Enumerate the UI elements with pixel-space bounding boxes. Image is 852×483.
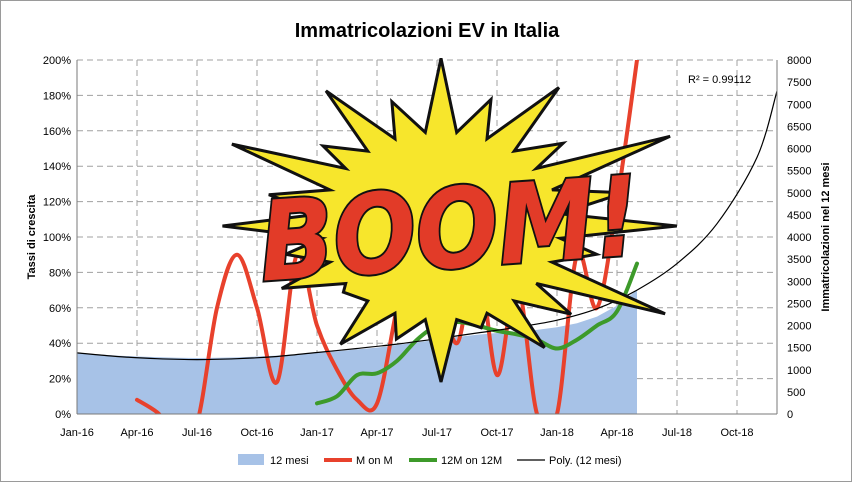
y-left-tick-label: 20% bbox=[49, 374, 71, 386]
y-right-tick-label: 7500 bbox=[787, 77, 811, 89]
legend: 12 mesi M on M 12M on 12M Poly. (12 mesi) bbox=[238, 454, 622, 467]
y-left-tick-label: 60% bbox=[49, 303, 71, 315]
y-right-tick-label: 5000 bbox=[787, 188, 811, 200]
y-left-tick-label: 160% bbox=[43, 126, 71, 138]
y-right-tick-label: 8000 bbox=[787, 55, 811, 67]
legend-label: 12 mesi bbox=[270, 455, 309, 467]
x-tick-label: Jan-18 bbox=[540, 427, 574, 439]
y-left-tick-label: 120% bbox=[43, 197, 71, 209]
y-right-tick-label: 5500 bbox=[787, 166, 811, 178]
boom-text: BOOM! bbox=[255, 152, 643, 306]
y-right-tick-label: 2000 bbox=[787, 321, 811, 333]
x-tick-label: Jul-16 bbox=[182, 427, 212, 439]
y-right-tick-label: 6500 bbox=[787, 121, 811, 133]
y-right-tick-label: 7000 bbox=[787, 99, 811, 111]
y-right-tick-label: 3500 bbox=[787, 254, 811, 266]
y-left-tick-label: 140% bbox=[43, 161, 71, 173]
x-tick-label: Apr-16 bbox=[120, 427, 153, 439]
y-left-tick-label: 200% bbox=[43, 55, 71, 67]
y-left-tick-label: 80% bbox=[49, 267, 71, 279]
legend-label: Poly. (12 mesi) bbox=[549, 455, 622, 467]
x-tick-label: Jan-16 bbox=[60, 427, 94, 439]
y-right-tick-label: 1500 bbox=[787, 343, 811, 355]
y-right-tick-label: 2500 bbox=[787, 298, 811, 310]
x-tick-label: Jul-17 bbox=[422, 427, 452, 439]
x-tick-label: Oct-17 bbox=[480, 427, 513, 439]
right-axis-label: Immatricolazioni nel 12 mesi bbox=[820, 162, 832, 311]
y-right-tick-label: 3000 bbox=[787, 276, 811, 288]
legend-swatch bbox=[238, 454, 264, 465]
y-right-tick-label: 1000 bbox=[787, 365, 811, 377]
x-tick-label: Oct-16 bbox=[240, 427, 273, 439]
y-left-tick-label: 40% bbox=[49, 338, 71, 350]
r-squared-annotation: R² = 0.99112 bbox=[688, 74, 751, 86]
y-right-tick-label: 6000 bbox=[787, 144, 811, 156]
left-axis-label: Tassi di crescita bbox=[26, 194, 38, 280]
y-right-tick-label: 4500 bbox=[787, 210, 811, 222]
y-right-tick-label: 500 bbox=[787, 387, 805, 399]
legend-label: 12M on 12M bbox=[441, 455, 502, 467]
y-left-tick-label: 0% bbox=[55, 409, 71, 421]
x-tick-label: Oct-18 bbox=[720, 427, 753, 439]
y-left-tick-label: 180% bbox=[43, 90, 71, 102]
legend-label: M on M bbox=[356, 455, 393, 467]
x-tick-label: Jul-18 bbox=[662, 427, 692, 439]
y-right-tick-label: 0 bbox=[787, 409, 793, 421]
y-left-tick-label: 100% bbox=[43, 232, 71, 244]
chart-title: Immatricolazioni EV in Italia bbox=[295, 20, 560, 42]
x-tick-label: Apr-17 bbox=[360, 427, 393, 439]
y-right-tick-label: 4000 bbox=[787, 232, 811, 244]
x-tick-label: Jan-17 bbox=[300, 427, 334, 439]
x-tick-label: Apr-18 bbox=[600, 427, 633, 439]
